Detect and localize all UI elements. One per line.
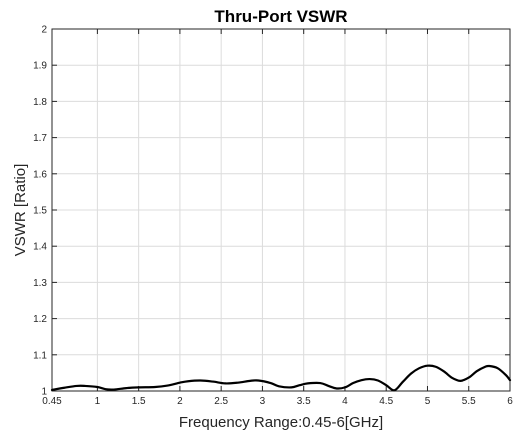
x-axis-label: Frequency Range:0.45-6[GHz] (179, 414, 383, 431)
y-tick-label: 1 (41, 387, 47, 398)
x-tick-label: 1 (95, 396, 101, 407)
x-tick-label: 3 (260, 396, 266, 407)
y-tick-label: 1.1 (33, 350, 47, 361)
x-tick-label: 0.45 (42, 396, 62, 407)
grid (51, 28, 511, 392)
x-tick-label: 1.5 (132, 396, 146, 407)
y-tick-label: 1.8 (33, 97, 47, 108)
y-axis-tick-labels: 1 1.1 1.2 1.3 1.4 1.5 1.6 1.7 1.8 1.9 2 (33, 25, 47, 398)
x-tick-label: 5 (425, 396, 431, 407)
y-tick-label: 1.4 (33, 242, 47, 253)
x-tick-label: 2.5 (214, 396, 228, 407)
series-layer (50, 364, 512, 392)
y-tick-label: 1.7 (33, 133, 47, 144)
chart-title: Thru-Port VSWR (214, 7, 347, 26)
y-axis-label: VSWR [Ratio] (12, 164, 29, 257)
y-tick-label: 1.5 (33, 206, 47, 217)
x-tick-label: 4.5 (379, 396, 393, 407)
y-tick-label: 1.6 (33, 169, 47, 180)
y-tick-label: 2 (41, 25, 47, 36)
x-tick-label: 6 (507, 396, 513, 407)
x-tick-label: 3.5 (297, 396, 311, 407)
vswr-series-line (50, 364, 512, 392)
y-tick-label: 1.3 (33, 278, 47, 289)
y-tick-label: 1.9 (33, 61, 47, 72)
y-tick-label: 1.2 (33, 314, 47, 325)
x-axis-tick-labels: 0.45 1 1.5 2 2.5 3 3.5 4 4.5 5 5.5 6 (42, 396, 513, 407)
x-tick-label: 2 (177, 396, 183, 407)
x-tick-label: 4 (342, 396, 348, 407)
x-tick-label: 5.5 (462, 396, 476, 407)
